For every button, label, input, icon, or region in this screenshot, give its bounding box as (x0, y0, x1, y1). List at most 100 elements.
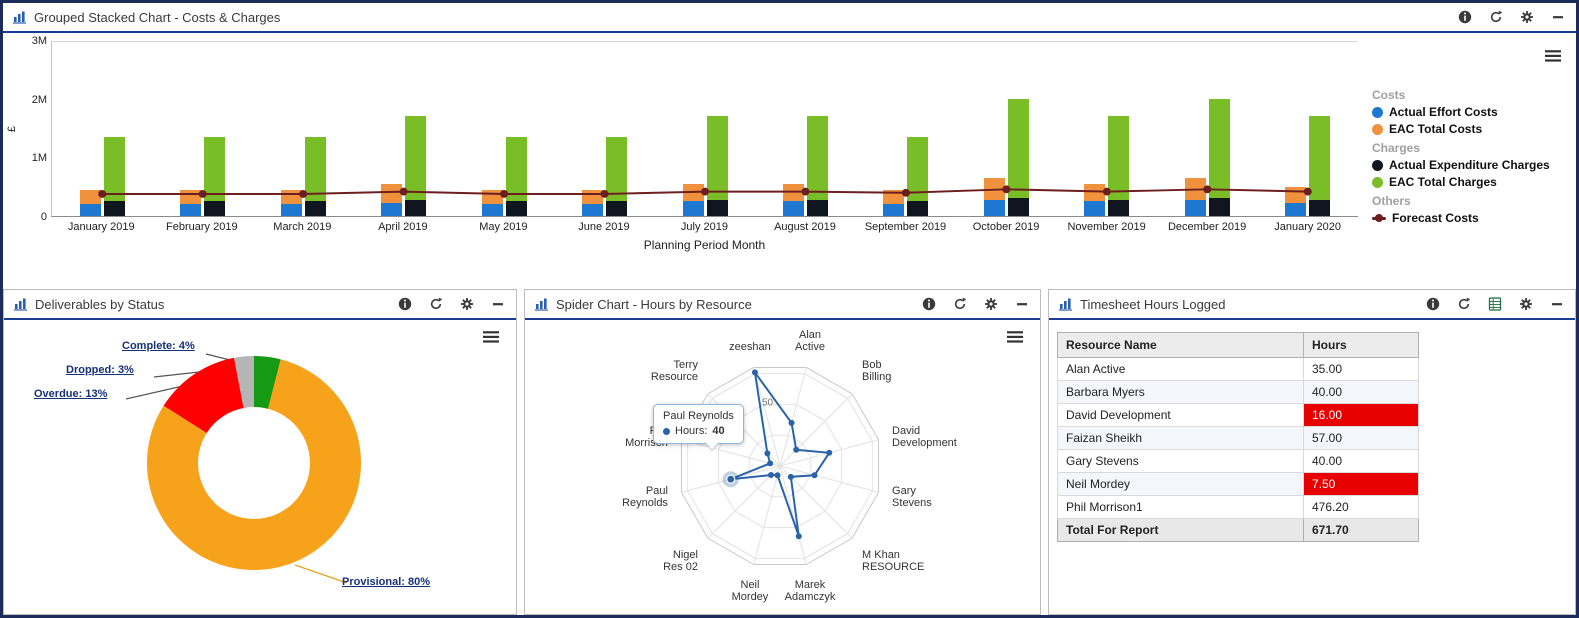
donut-label-provisional[interactable]: Provisional: 80% (342, 576, 431, 588)
bar-group (554, 42, 654, 216)
table-row: Barbara Myers 40.00 (1057, 380, 1419, 404)
total-label-cell: Total For Report (1057, 518, 1304, 542)
legend-label: EAC Total Costs (1389, 122, 1483, 136)
legend-item[interactable]: EAC Total Costs (1372, 122, 1568, 136)
y-tick-label: 3M (31, 35, 47, 47)
minimize-icon[interactable] (1014, 296, 1030, 312)
bar-segment (505, 136, 527, 202)
costs-legend: Costs Actual Effort Costs EAC Total Costs C… (1358, 41, 1568, 283)
column-header[interactable]: Hours (1303, 332, 1419, 358)
header-divider (3, 31, 1576, 33)
costs-plot (51, 41, 1358, 217)
charge-bar (1208, 98, 1230, 216)
x-tick-label: July 2019 (680, 221, 728, 233)
radar-point (826, 449, 833, 456)
cost-bar (582, 189, 604, 216)
legend-item[interactable]: Forecast Costs (1372, 211, 1568, 225)
timesheet-content: Resource Name Hours Alan Active 35.00 Barbar… (1049, 320, 1575, 614)
resource-name-cell: Neil Mordey (1057, 472, 1304, 496)
radar-point (767, 460, 774, 467)
hours-cell: 40.00 (1303, 449, 1419, 473)
cost-bar (783, 183, 805, 216)
hours-cell: 476.20 (1303, 495, 1419, 519)
refresh-icon[interactable] (428, 296, 444, 312)
refresh-icon[interactable] (1456, 296, 1472, 312)
gear-icon[interactable] (1518, 296, 1534, 312)
hours-cell: 35.00 (1303, 357, 1419, 381)
chart-menu-icon[interactable] (480, 328, 502, 346)
plot-column: January 2019 February 2019 March 2019 April… (51, 41, 1358, 283)
legend-group-header: Costs (1372, 88, 1406, 102)
table-total-row: Total For Report 671.70 (1057, 518, 1419, 542)
x-tick-label: January 2020 (1274, 221, 1341, 233)
radar-axis-label: Gary Stevens (892, 485, 932, 509)
minimize-icon[interactable] (1549, 296, 1565, 312)
donut-label-overdue[interactable]: Overdue: 13% (34, 388, 108, 400)
gear-icon[interactable] (983, 296, 999, 312)
deliverables-donut[interactable] (147, 356, 361, 570)
charge-bar (807, 116, 829, 216)
bar-segment (907, 201, 929, 216)
chart-menu-icon[interactable] (1542, 47, 1564, 65)
bar-chart-icon (1059, 298, 1073, 311)
radar-axis-line (779, 367, 807, 467)
charge-bar (1309, 116, 1331, 216)
bar-segment (1108, 116, 1130, 200)
legend-item[interactable]: Actual Expenditure Charges (1372, 158, 1568, 172)
cost-bar (79, 189, 101, 216)
chart-menu-icon[interactable] (1004, 328, 1026, 346)
bar-segment (582, 189, 604, 205)
bar-segment (280, 189, 302, 205)
legend-group-header: Charges (1372, 141, 1421, 155)
bar-segment (79, 204, 101, 216)
donut-label-dropped[interactable]: Dropped: 3% (66, 364, 134, 376)
x-tick-label: April 2019 (378, 221, 428, 233)
refresh-icon[interactable] (952, 296, 968, 312)
costs-y-ticks: 3M 2M 1M 0 (21, 35, 47, 223)
panel-title: Deliverables by Status (35, 296, 165, 312)
gear-icon[interactable] (459, 296, 475, 312)
bar-segment (682, 183, 704, 202)
radar-series (730, 371, 832, 537)
tooltip-pointer (705, 443, 718, 450)
x-tick-label: November 2019 (1067, 221, 1146, 233)
bar-segment (1084, 183, 1106, 202)
bar-segment (204, 136, 226, 202)
bar-segment (883, 189, 905, 205)
donut-label-complete[interactable]: Complete: 4% (122, 340, 195, 352)
bar-segment (606, 136, 628, 202)
charge-bar (1007, 98, 1029, 216)
excel-icon[interactable] (1487, 296, 1503, 312)
bar-segment (1184, 199, 1206, 216)
bar-segment (180, 189, 202, 205)
info-icon[interactable] (1425, 296, 1441, 312)
bar-segment (79, 189, 101, 205)
panel-costs-charges: Grouped Stacked Chart - Costs & Charges … (3, 3, 1576, 283)
column-header[interactable]: Resource Name (1057, 332, 1304, 358)
header-divider (1049, 318, 1575, 320)
tooltip-line: Hours: 40 (663, 425, 734, 437)
bar-segment (1285, 203, 1307, 216)
info-icon[interactable] (921, 296, 937, 312)
cost-bar (1184, 177, 1206, 216)
minimize-icon[interactable] (1550, 9, 1566, 25)
info-icon[interactable] (1457, 9, 1473, 25)
refresh-icon[interactable] (1488, 9, 1504, 25)
spider-chart: 50 Alan Active Bob Billing David Development Ga… (622, 329, 957, 603)
legend-item[interactable]: EAC Total Charges (1372, 175, 1568, 189)
gear-icon[interactable] (1519, 9, 1535, 25)
legend-label: EAC Total Charges (1389, 175, 1497, 189)
charge-bar (103, 136, 125, 216)
bar-segment (706, 116, 728, 200)
cost-bar (1285, 186, 1307, 216)
header-divider (525, 318, 1040, 320)
bar-chart-icon (14, 298, 28, 311)
radar-axis-line (779, 393, 853, 467)
panel-spider: Spider Chart - Hours by Resource 50 Alan A… (524, 289, 1041, 615)
panel-title: Grouped Stacked Chart - Costs & Charges (34, 9, 281, 25)
info-icon[interactable] (397, 296, 413, 312)
legend-item[interactable]: Actual Effort Costs (1372, 105, 1568, 119)
bar-chart-icon (535, 298, 549, 311)
costs-chart-area: £ 3M 2M 1M 0 January 2019 February 2019 March… (3, 33, 1576, 283)
minimize-icon[interactable] (490, 296, 506, 312)
